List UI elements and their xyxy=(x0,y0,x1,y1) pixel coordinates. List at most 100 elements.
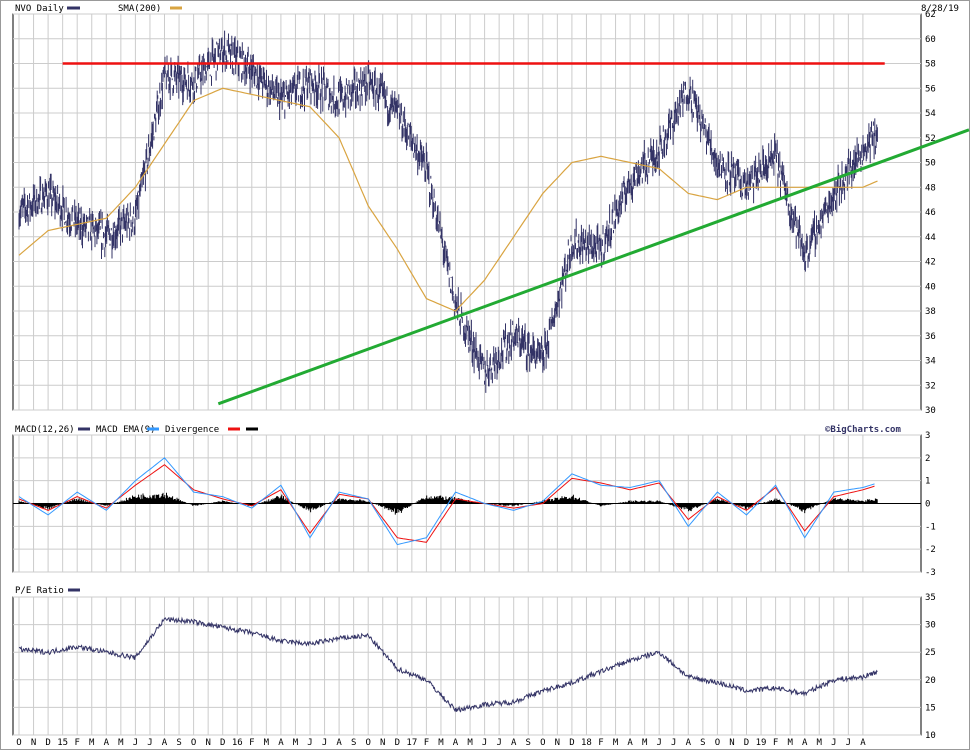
x-tick-label: M xyxy=(89,738,95,748)
price-y-tick-label: 38 xyxy=(925,307,936,317)
x-tick-label: 18 xyxy=(581,738,592,748)
pe-y-tick-label: 35 xyxy=(925,593,936,603)
macd-ema-line xyxy=(18,457,875,546)
x-tick-label: J xyxy=(482,738,487,748)
x-axis-months: O N D 15 F M A M J J A S O N D 16 F M A M J J A S O N D 17 F M A M J J A S O… xyxy=(16,738,866,748)
x-tick-label: A xyxy=(104,738,110,748)
x-tick-label: F xyxy=(424,738,429,748)
x-tick-label: F xyxy=(249,738,254,748)
x-tick-label: S xyxy=(700,738,705,748)
price-y-tick-label: 52 xyxy=(925,134,936,144)
x-tick-label: N xyxy=(380,738,385,748)
macd-lines xyxy=(18,457,875,546)
x-tick-label: J xyxy=(322,738,327,748)
macd-y-tick-label: 0 xyxy=(925,500,930,510)
pe-lines xyxy=(18,616,878,713)
x-tick-label: F xyxy=(773,738,778,748)
x-tick-label: A xyxy=(278,738,284,748)
price-y-tick-label: 48 xyxy=(925,183,936,193)
macd-y-axis: -3 -2 -1 0 1 2 3 xyxy=(925,431,936,578)
x-tick-label: A xyxy=(162,738,168,748)
pe-y-axis: 10 15 20 25 30 35 xyxy=(925,593,936,741)
pe-y-tick-label: 30 xyxy=(925,621,936,631)
price-y-tick-label: 46 xyxy=(925,208,936,218)
macd-y-tick-label: -2 xyxy=(925,545,936,555)
macd-ema-label: MACD EMA(9) xyxy=(96,425,156,435)
price-y-tick-label: 44 xyxy=(925,233,936,243)
x-tick-label: M xyxy=(787,738,793,748)
x-tick-label: N xyxy=(555,738,560,748)
x-tick-label: M xyxy=(613,738,619,748)
x-tick-label: S xyxy=(351,738,356,748)
x-tick-label: J xyxy=(831,738,836,748)
pe-y-tick-label: 20 xyxy=(925,676,936,686)
x-tick-label: J xyxy=(846,738,851,748)
x-tick-label: N xyxy=(205,738,210,748)
chart-date: 8/28/19 xyxy=(921,4,959,14)
macd-y-tick-label: 1 xyxy=(925,477,930,487)
x-tick-label: A xyxy=(686,738,692,748)
price-lines xyxy=(18,30,970,406)
x-tick-label: 15 xyxy=(57,738,68,748)
x-tick-label: N xyxy=(31,738,36,748)
x-tick-label: O xyxy=(365,738,370,748)
price-y-tick-label: 60 xyxy=(925,35,936,45)
x-tick-label: D xyxy=(744,738,749,748)
x-tick-label: F xyxy=(598,738,603,748)
x-tick-label: O xyxy=(191,738,196,748)
x-tick-label: J xyxy=(133,738,138,748)
price-y-tick-label: 34 xyxy=(925,357,936,367)
x-tick-label: A xyxy=(860,738,866,748)
pe-grid xyxy=(13,596,921,736)
macd-panel: -3 -2 -1 0 1 2 3 xyxy=(12,431,936,578)
price-y-tick-label: 54 xyxy=(925,109,936,119)
x-tick-label: J xyxy=(147,738,152,748)
x-tick-label: J xyxy=(307,738,312,748)
x-tick-label: A xyxy=(453,738,459,748)
macd-y-tick-label: -1 xyxy=(925,522,936,532)
x-tick-label: A xyxy=(336,738,342,748)
sma-label: SMA(200) xyxy=(118,4,161,14)
x-tick-label: D xyxy=(395,738,400,748)
sma-200-line xyxy=(18,87,878,312)
source-credit: ©BigCharts.com xyxy=(825,424,901,435)
x-tick-label: M xyxy=(642,738,648,748)
pe-y-tick-label: 25 xyxy=(925,648,936,658)
macd-label: MACD(12,26) xyxy=(15,425,75,435)
macd-y-tick-label: 3 xyxy=(925,431,930,441)
price-y-tick-label: 32 xyxy=(925,381,936,391)
x-tick-label: M xyxy=(467,738,473,748)
x-tick-label: D xyxy=(45,738,50,748)
x-tick-label: S xyxy=(176,738,181,748)
price-y-tick-label: 42 xyxy=(925,258,936,268)
price-panel: 30 32 34 36 38 40 42 44 46 48 50 52 54 56 58 60 62 xyxy=(12,10,970,416)
price-y-tick-label: 62 xyxy=(925,10,936,20)
pe-y-tick-label: 10 xyxy=(925,731,936,741)
x-tick-label: 17 xyxy=(406,738,417,748)
x-tick-label: M xyxy=(438,738,444,748)
price-y-tick-label: 30 xyxy=(925,406,936,416)
price-y-tick-label: 50 xyxy=(925,159,936,169)
macd-histogram-bars xyxy=(18,492,878,515)
x-tick-label: S xyxy=(526,738,531,748)
x-tick-label: J xyxy=(656,738,661,748)
x-tick-label: J xyxy=(671,738,676,748)
x-tick-label: M xyxy=(817,738,823,748)
price-y-axis: 30 32 34 36 38 40 42 44 46 48 50 52 54 56 58 60 62 xyxy=(925,10,936,416)
price-y-tick-label: 36 xyxy=(925,332,936,342)
x-tick-label: D xyxy=(220,738,225,748)
price-y-tick-label: 56 xyxy=(925,84,936,94)
x-tick-label: O xyxy=(540,738,545,748)
macd-y-tick-label: -3 xyxy=(925,568,936,578)
x-tick-label: A xyxy=(627,738,633,748)
macd-histogram xyxy=(13,492,921,515)
x-tick-label: J xyxy=(496,738,501,748)
price-y-tick-label: 58 xyxy=(925,60,936,70)
x-tick-label: M xyxy=(118,738,124,748)
price-y-tick-label: 40 xyxy=(925,282,936,292)
divergence-label: Divergence xyxy=(165,425,219,435)
x-tick-label: D xyxy=(569,738,574,748)
x-tick-label: N xyxy=(729,738,734,748)
x-tick-label: 19 xyxy=(756,738,767,748)
